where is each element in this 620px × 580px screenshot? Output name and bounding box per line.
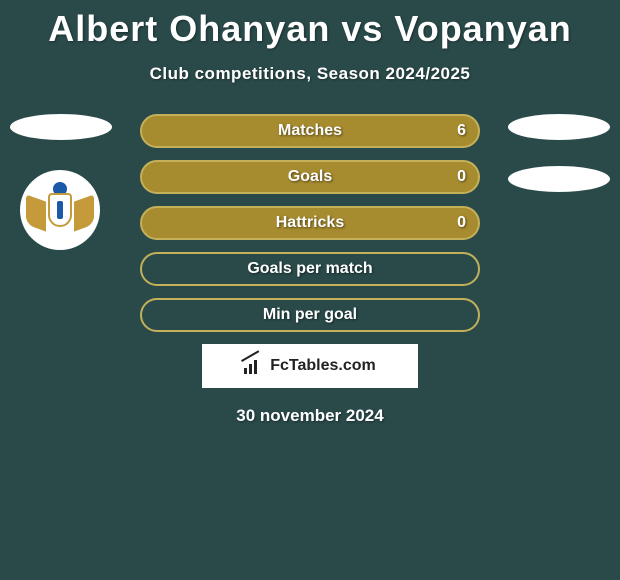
- club-badge-graphic: [30, 180, 90, 240]
- stat-row: Hattricks 0: [140, 206, 480, 240]
- date-label: 30 november 2024: [0, 406, 620, 426]
- stat-label: Goals per match: [247, 260, 372, 278]
- stat-row: Goals 0: [140, 160, 480, 194]
- subtitle: Club competitions, Season 2024/2025: [0, 64, 620, 84]
- stat-value: 0: [457, 214, 466, 232]
- player-placeholder-right-2: [508, 166, 610, 192]
- player-placeholder-left: [10, 114, 112, 140]
- stat-row: Goals per match: [140, 252, 480, 286]
- stat-rows: Matches 6 Goals 0 Hattricks 0 Goals per match M…: [140, 114, 480, 332]
- stat-label: Hattricks: [276, 214, 344, 232]
- club-badge: [20, 170, 100, 250]
- brand-box: FcTables.com: [202, 344, 418, 388]
- stat-value: 6: [457, 122, 466, 140]
- stat-value: 0: [457, 168, 466, 186]
- chart-icon: [244, 358, 264, 374]
- stat-label: Goals: [288, 168, 332, 186]
- stat-label: Matches: [278, 122, 342, 140]
- stat-row: Matches 6: [140, 114, 480, 148]
- page-title: Albert Ohanyan vs Vopanyan: [0, 0, 620, 50]
- stat-label: Min per goal: [263, 306, 357, 324]
- brand-text: FcTables.com: [270, 357, 376, 375]
- player-placeholder-right-1: [508, 114, 610, 140]
- stat-row: Min per goal: [140, 298, 480, 332]
- stats-area: Matches 6 Goals 0 Hattricks 0 Goals per match M…: [0, 114, 620, 332]
